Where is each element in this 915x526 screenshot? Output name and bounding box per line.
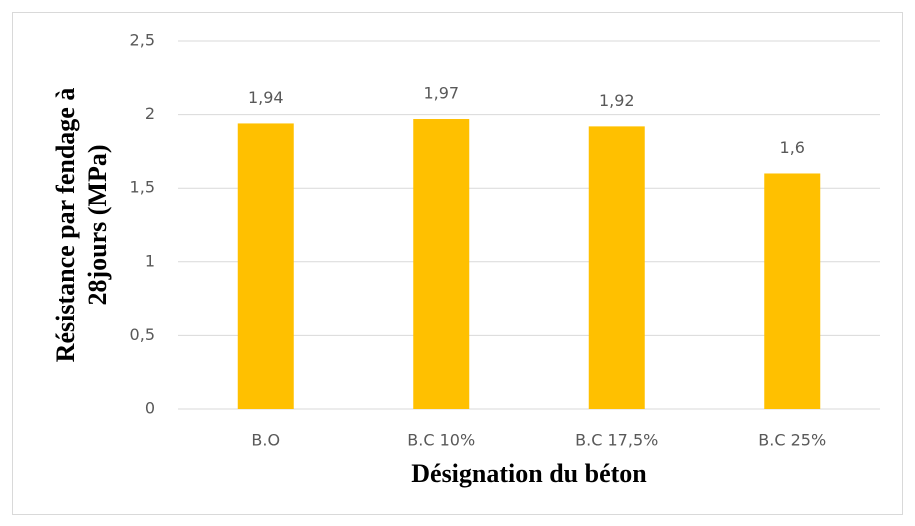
data-label: 1,92	[599, 91, 635, 110]
y-tick-label: 0,5	[130, 325, 155, 344]
y-tick-label: 0	[145, 399, 155, 418]
y-tick-label: 1	[145, 251, 155, 270]
y-tick-label: 1,5	[130, 178, 155, 197]
bar	[237, 123, 294, 409]
x-tick-label: B.C 25%	[758, 431, 826, 450]
y-tick-label: 2,5	[130, 31, 155, 50]
data-label: 1,97	[423, 84, 459, 103]
bar	[588, 126, 645, 409]
data-label: 1,94	[248, 88, 284, 107]
y-axis-title: Résistance par fendage à	[51, 88, 80, 363]
bar	[413, 119, 470, 410]
y-axis-title: 28jours (MPa)	[83, 144, 112, 305]
x-axis-title: Désignation du béton	[411, 459, 647, 488]
data-label: 1,6	[780, 138, 805, 157]
x-tick-label: B.C 10%	[407, 431, 475, 450]
bar	[764, 173, 821, 409]
x-tick-label: B.C 17,5%	[575, 431, 658, 450]
x-tick-label: B.O	[251, 431, 280, 450]
y-tick-label: 2	[145, 104, 155, 123]
